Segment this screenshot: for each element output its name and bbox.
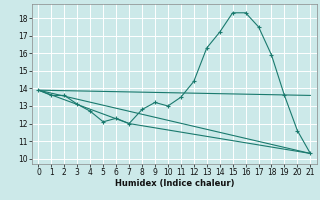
- X-axis label: Humidex (Indice chaleur): Humidex (Indice chaleur): [115, 179, 234, 188]
